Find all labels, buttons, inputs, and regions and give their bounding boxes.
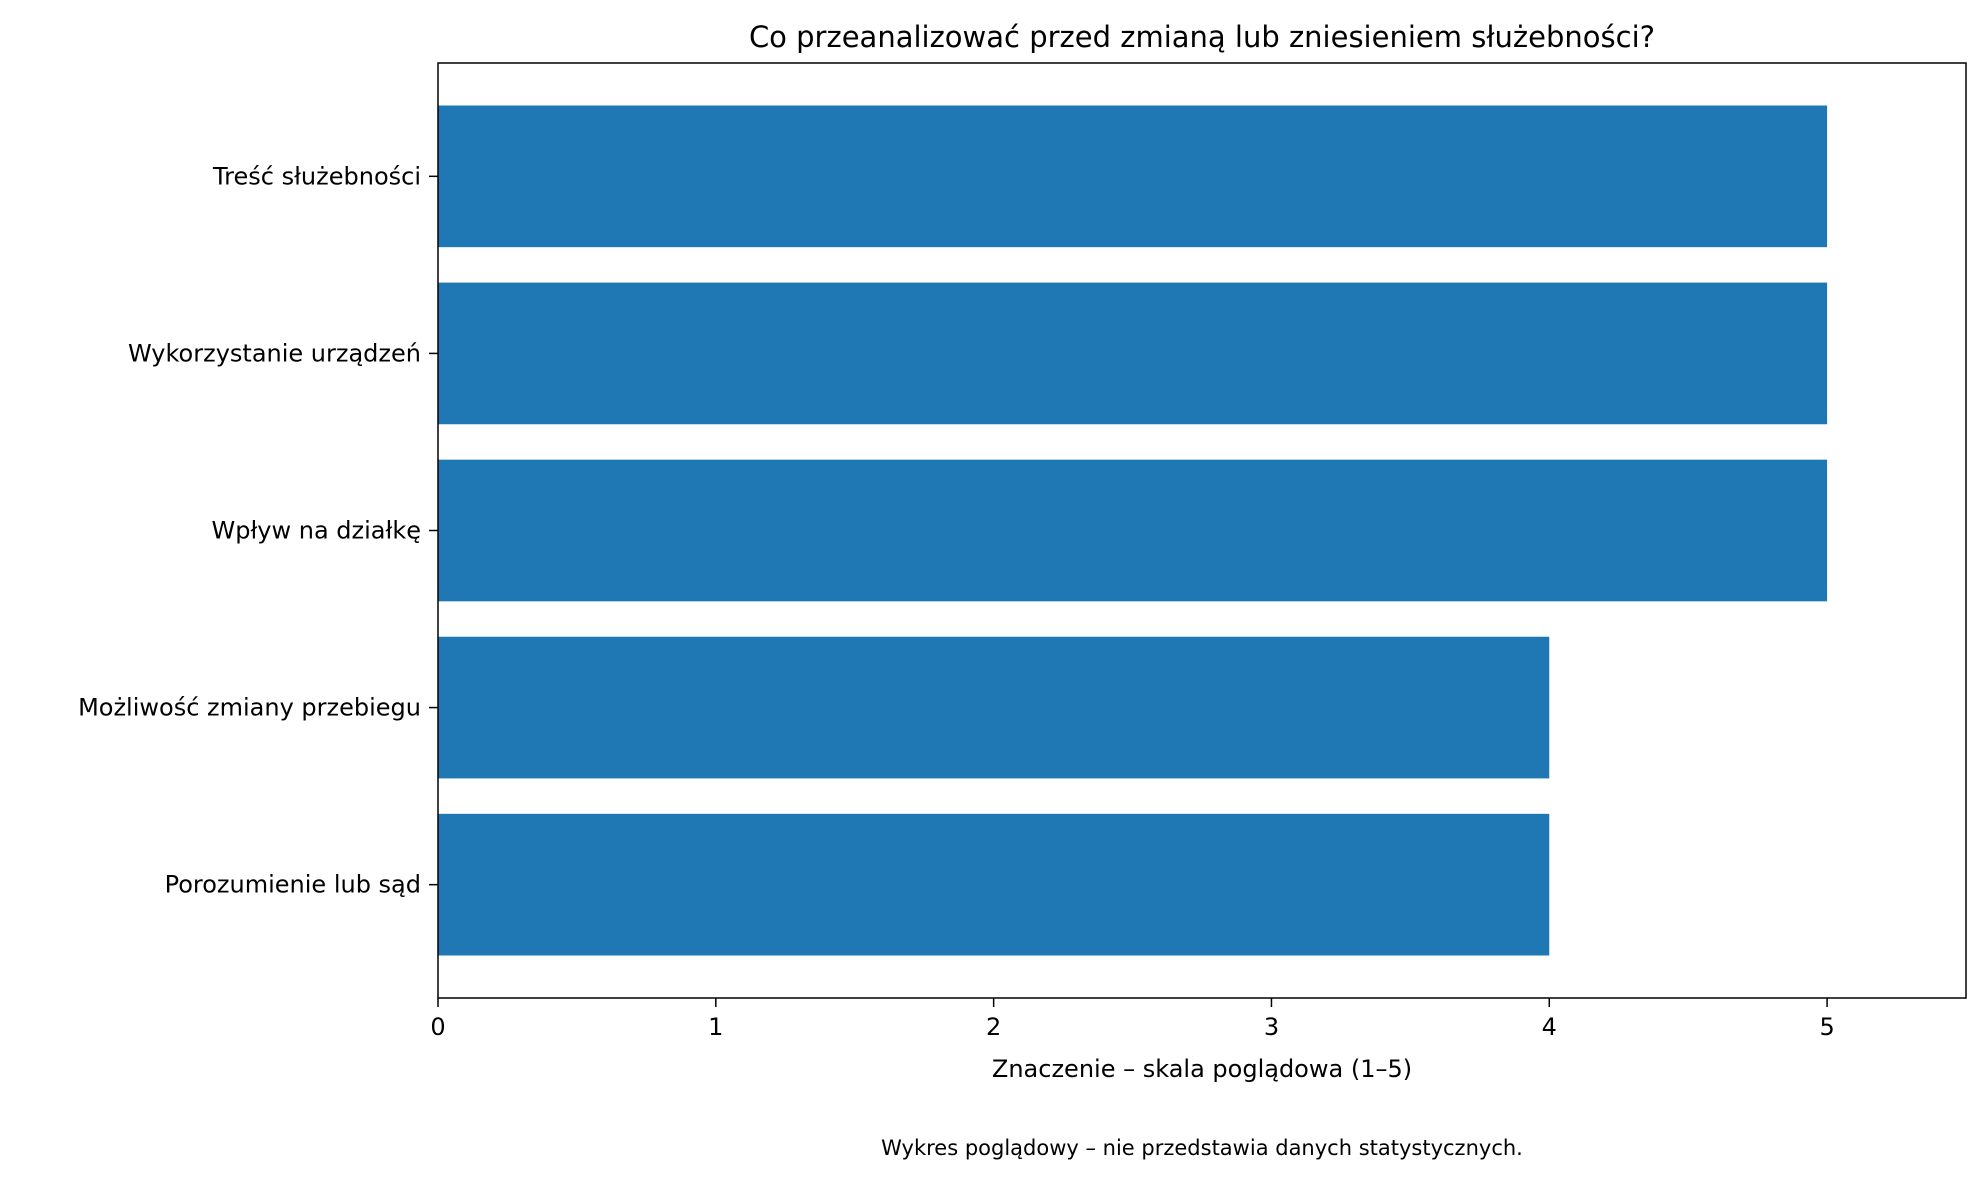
x-tick-label: 0: [430, 1013, 445, 1041]
y-tick-label: Treść służebności: [212, 162, 421, 190]
chart-title: Co przeanalizować przed zmianą lub znies…: [749, 20, 1655, 54]
y-tick-label: Wpływ na działkę: [212, 517, 421, 545]
bar-1: [438, 105, 1828, 248]
x-tick-label: 4: [1542, 1013, 1557, 1041]
bar-4: [438, 636, 1550, 779]
x-axis-label: Znaczenie – skala poglądowa (1–5): [992, 1055, 1412, 1083]
bar-3: [438, 459, 1828, 602]
x-tick-label: 2: [986, 1013, 1001, 1041]
y-tick-label: Możliwość zmiany przebiegu: [78, 694, 421, 722]
y-tick-label: Porozumienie lub sąd: [165, 871, 421, 899]
x-axis-ticks: 0 1 2 3 4 5: [430, 998, 1835, 1041]
x-tick-label: 3: [1264, 1013, 1279, 1041]
bar-2: [438, 282, 1828, 425]
chart-note: Wykres poglądowy – nie przedstawia danyc…: [881, 1136, 1523, 1160]
y-axis-ticks: Treść służebności Wykorzystanie urządzeń W…: [78, 162, 438, 899]
x-tick-label: 5: [1819, 1013, 1834, 1041]
y-tick-label: Wykorzystanie urządzeń: [128, 339, 421, 367]
bars-group: [438, 105, 1828, 956]
plot-frame: [437, 62, 1967, 999]
bar-5: [438, 813, 1550, 956]
x-tick-label: 1: [708, 1013, 723, 1041]
